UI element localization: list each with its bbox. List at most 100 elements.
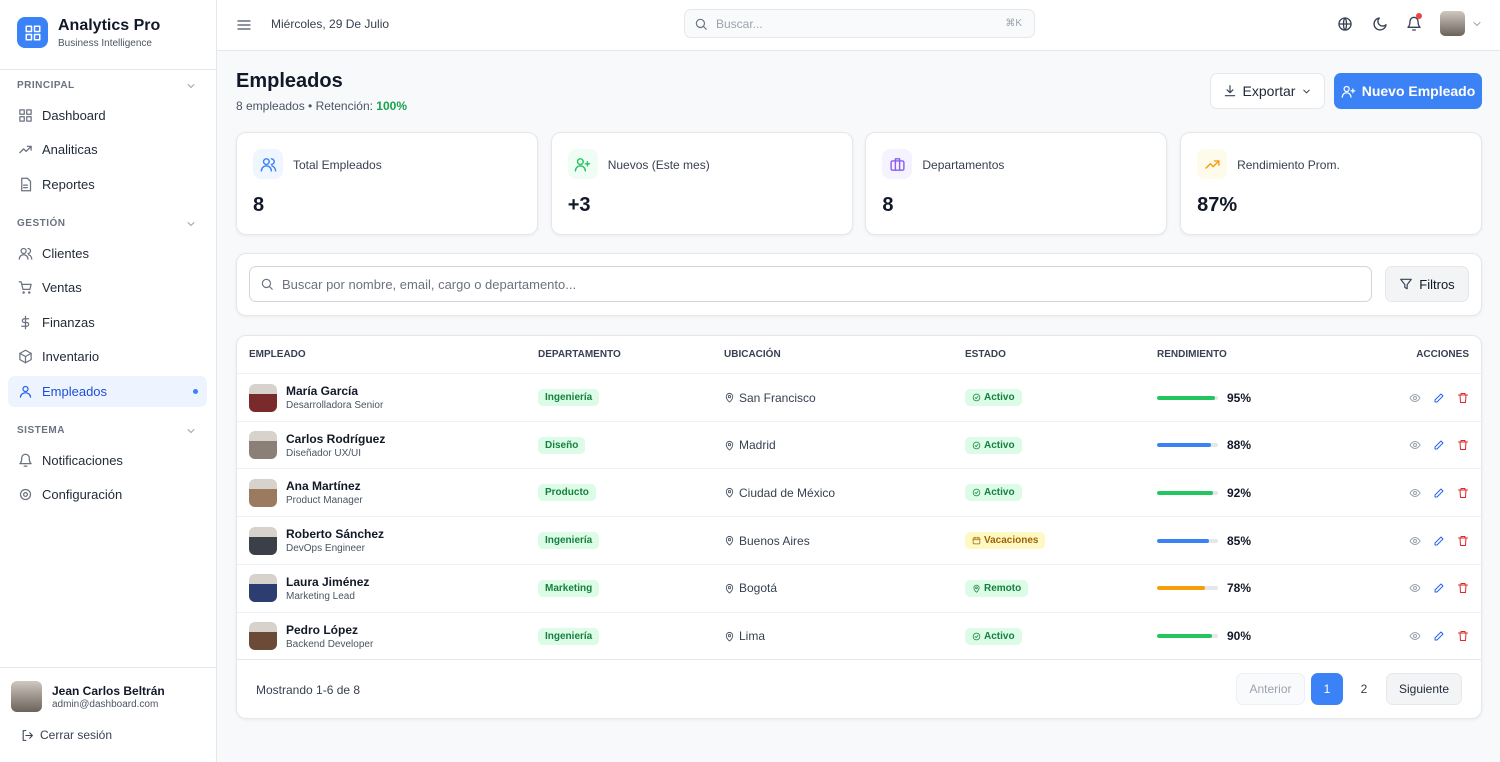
icon-shape [26, 146, 32, 152]
icon-shape [22, 729, 33, 741]
edit-button[interactable] [1433, 630, 1445, 642]
edit-button[interactable] [1433, 487, 1445, 499]
employee-text: Laura Jiménez Marketing Lead [286, 575, 369, 602]
icon [972, 393, 981, 402]
view-button[interactable] [1409, 487, 1421, 499]
edit-button[interactable] [1433, 392, 1445, 404]
view-button[interactable] [1409, 582, 1421, 594]
icon-shape [25, 33, 32, 40]
employee-role: Product Manager [286, 495, 363, 507]
nav-item[interactable]: Dashboard [8, 100, 207, 131]
nav-item[interactable]: Clientes [8, 238, 207, 269]
delete-button[interactable] [1457, 392, 1469, 404]
icon-shape [890, 157, 905, 171]
edit-button[interactable] [1433, 535, 1445, 547]
icon-shape [1458, 583, 1468, 594]
performance-cell: 88% [1157, 438, 1307, 452]
department-cell: Ingeniería [538, 389, 724, 406]
nav-item[interactable]: Analiticas [8, 134, 207, 165]
nav-label: Finanzas [42, 314, 95, 330]
view-button[interactable] [1409, 392, 1421, 404]
edit-button[interactable] [1433, 582, 1445, 594]
export-button[interactable]: Exportar [1210, 73, 1325, 109]
employee-cell: Roberto Sánchez DevOps Engineer [249, 526, 538, 555]
location: Buenos Aires [739, 533, 810, 548]
delete-button[interactable] [1457, 535, 1469, 547]
stat-value: 87% [1197, 194, 1238, 216]
stat-label: Rendimiento Prom. [1237, 158, 1340, 172]
stat-label: Total Empleados [293, 158, 382, 172]
delete-button[interactable] [1457, 630, 1469, 642]
view-button[interactable] [1409, 439, 1421, 451]
nav-item[interactable]: Ventas [8, 272, 207, 303]
status-badge: Vacaciones [965, 532, 1046, 550]
view-button[interactable] [1409, 535, 1421, 547]
view-button[interactable] [1409, 630, 1421, 642]
icon [236, 17, 252, 38]
column-header: RENDIMIENTO [1157, 349, 1227, 360]
icon-shape [1343, 85, 1350, 92]
nav-item[interactable]: Notificaciones [8, 445, 207, 476]
icon-shape [1473, 22, 1481, 26]
sidebar: Analytics Pro Business Intelligence PRINCI… [0, 0, 217, 762]
delete-button[interactable] [1457, 487, 1469, 499]
table-row: Carlos Rodríguez Diseñador UX/UI Diseño Mad… [237, 420, 1481, 469]
icon [1433, 392, 1445, 404]
icon-shape [1407, 16, 1421, 28]
filters-label: Filtros [1419, 276, 1455, 292]
icon [1433, 439, 1445, 451]
nav-item[interactable]: Configuración [8, 479, 207, 510]
icon [1372, 16, 1388, 37]
table-search[interactable]: Buscar por nombre, email, cargo o depart… [249, 266, 1372, 302]
profile-avatar[interactable] [1440, 11, 1465, 36]
employee-cell: María García Desarrolladora Senior [249, 383, 538, 412]
edit-button[interactable] [1433, 439, 1445, 451]
new-button[interactable]: Nuevo Empleado [1334, 73, 1482, 109]
nav-label: Empleados [42, 383, 108, 399]
next-button[interactable]: Siguiente [1386, 673, 1462, 705]
icon-shape [1409, 584, 1421, 593]
performance-bar [1157, 490, 1214, 495]
brand: Analytics Pro [58, 17, 161, 34]
icon-shape [695, 18, 707, 30]
icon [724, 487, 735, 498]
employee-role: Desarrolladora Senior [286, 400, 384, 411]
icon-shape [268, 285, 273, 290]
icon-shape [974, 634, 979, 638]
actions-cell [1307, 630, 1469, 642]
icon-shape [187, 429, 195, 433]
nav-label: Dashboard [42, 108, 106, 123]
search-box[interactable]: Buscar... ⌘K [684, 9, 1035, 38]
icon-shape [22, 385, 29, 392]
icon-shape [1341, 85, 1356, 98]
performance-track [1157, 443, 1218, 448]
location: San Francisco [739, 390, 816, 405]
employee-name: Pedro López [286, 622, 359, 637]
section-label: SISTEMA [17, 425, 65, 436]
delete-button[interactable] [1457, 439, 1469, 451]
department-badge: Marketing [538, 579, 600, 597]
icon-shape [725, 488, 734, 498]
new-label: Nuevo Empleado [1361, 83, 1476, 99]
status-label: Activo [984, 487, 1015, 499]
icon-shape [1458, 487, 1468, 498]
page-button[interactable]: 2 [1360, 682, 1368, 696]
delete-button[interactable] [1457, 582, 1469, 594]
stat-label: Nuevos (Este mes) [607, 158, 710, 172]
performance-bar [1157, 443, 1211, 448]
nav-item[interactable]: Inventario [8, 341, 207, 372]
employee-name: Laura Jiménez [286, 574, 370, 589]
prev-button[interactable]: Anterior [1236, 673, 1305, 705]
icon-shape [972, 536, 981, 541]
section-title: SISTEMA [17, 425, 197, 440]
nav-item[interactable]: Finanzas [8, 307, 207, 338]
table-row: Ana Martínez Product Manager Producto Ciuda… [237, 468, 1481, 517]
nav-item[interactable]: Reportes [8, 169, 207, 200]
page-button[interactable]: 1 [1311, 673, 1343, 705]
nav-item[interactable]: Empleados [8, 375, 207, 407]
employee-name: Roberto Sánchez [286, 527, 385, 542]
filters-button[interactable]: Filtros [1385, 266, 1469, 302]
logout[interactable]: Cerrar sesión [21, 728, 112, 742]
icon [724, 535, 735, 546]
icon-shape [22, 291, 25, 295]
